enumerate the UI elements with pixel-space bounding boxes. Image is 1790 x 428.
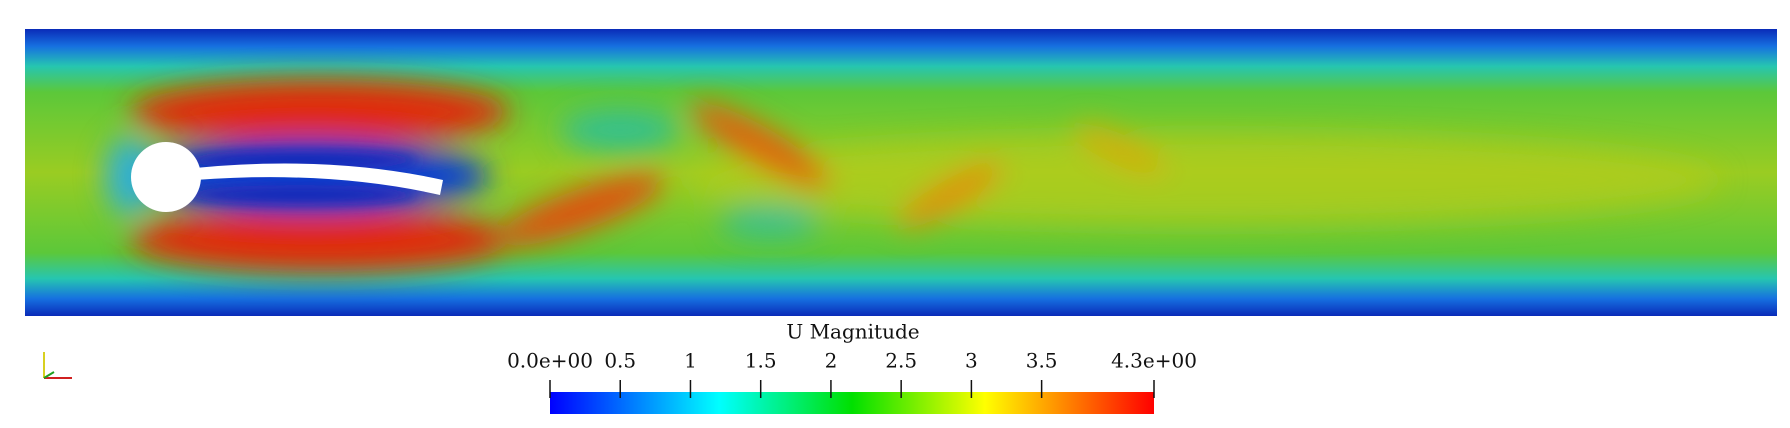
tick-label: 1	[684, 349, 697, 373]
flag	[195, 163, 443, 195]
tick-label: 2.5	[885, 349, 917, 373]
tick-label: 0.0e+00	[507, 349, 593, 373]
tick-label: 3	[965, 349, 978, 373]
orientation-axes	[43, 352, 72, 379]
tick-label: 0.5	[604, 349, 636, 373]
cylinder	[131, 142, 201, 212]
tick-label: 1.5	[745, 349, 777, 373]
tick-label: 3.5	[1026, 349, 1058, 373]
tick-label: 2	[825, 349, 838, 373]
colorbar-title: U Magnitude	[786, 320, 919, 344]
flow-field	[25, 29, 1777, 316]
tick-label: 4.3e+00	[1111, 349, 1197, 373]
colorbar	[550, 392, 1154, 414]
